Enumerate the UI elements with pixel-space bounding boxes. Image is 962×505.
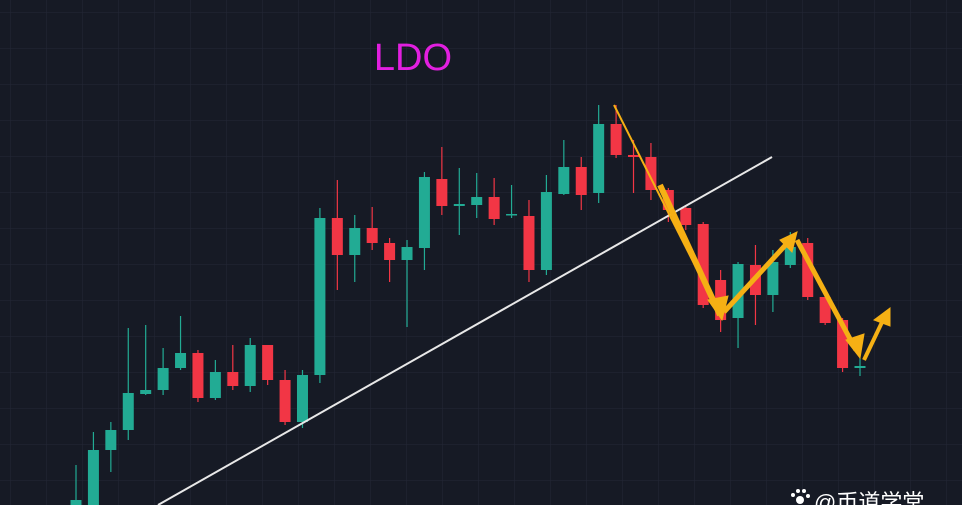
candle-body <box>140 390 152 394</box>
candle-body <box>262 345 274 380</box>
candle-body <box>506 214 518 216</box>
candle-body <box>331 218 343 255</box>
candle-body <box>540 192 552 270</box>
candle-body <box>784 247 796 265</box>
candle-body <box>645 157 657 190</box>
candle-body <box>732 264 744 318</box>
watermark-icon <box>791 489 810 504</box>
candle-body <box>436 179 448 206</box>
candle-body <box>209 372 221 398</box>
candle-body <box>384 243 396 260</box>
candle-body <box>175 353 187 368</box>
candle-body <box>296 375 308 422</box>
zigzag-arrows <box>613 104 891 361</box>
candle-body <box>192 353 204 398</box>
candle-body <box>575 167 587 195</box>
arrow-head <box>872 307 891 327</box>
candle-body <box>87 450 99 505</box>
arrow-path <box>657 183 723 317</box>
candle-body <box>558 167 570 194</box>
candle-body <box>366 228 378 243</box>
candle-body <box>122 393 134 430</box>
arrow-head <box>845 333 865 360</box>
candle-body <box>854 366 866 368</box>
candle-body <box>488 197 500 219</box>
watermark: @币道学堂 <box>814 490 924 505</box>
candle-body <box>279 380 291 422</box>
candle-body <box>628 155 640 157</box>
candle-body <box>70 500 82 505</box>
candle-body <box>802 243 814 297</box>
candle-body <box>610 124 622 155</box>
candle-body <box>157 368 169 390</box>
candle-body <box>819 297 831 323</box>
candle-body <box>418 177 430 248</box>
candle-body <box>314 218 326 375</box>
candle-body <box>767 262 779 295</box>
candle-body <box>105 430 117 450</box>
candle-body <box>593 124 605 193</box>
arrow-path <box>794 238 859 352</box>
arrow-path <box>722 236 794 314</box>
candle-body <box>471 197 483 205</box>
candle-body <box>401 247 413 260</box>
chart-title: LDO <box>374 37 452 79</box>
arrow-head <box>779 231 798 253</box>
arrow-path <box>862 317 886 361</box>
candle-body <box>227 372 239 386</box>
candle-body <box>697 224 709 305</box>
candle-body <box>523 216 535 270</box>
candle-body <box>680 208 692 225</box>
candle-body <box>244 345 256 386</box>
candle-body <box>453 204 465 206</box>
candle-body <box>349 228 361 255</box>
candle-body <box>837 320 849 368</box>
